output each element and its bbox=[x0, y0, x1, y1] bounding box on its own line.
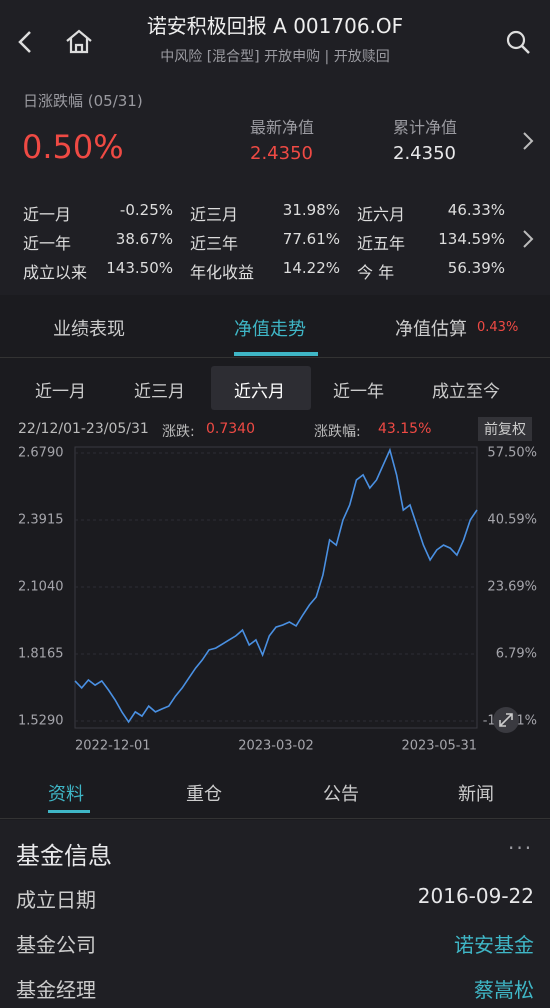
y-tick-label: 2.6790 bbox=[18, 446, 64, 461]
period: 22/12/01-23/05/31 bbox=[18, 421, 149, 437]
y2-tick-label: 23.69% bbox=[487, 580, 537, 595]
adjust-button[interactable]: 前复权 bbox=[478, 417, 532, 441]
title: 诺安积极回报 A 001706.OF bbox=[146, 14, 404, 38]
return-label: 近三月 bbox=[190, 205, 239, 224]
expand-button[interactable] bbox=[492, 706, 520, 734]
return-value: 31.98% bbox=[282, 201, 340, 219]
divider bbox=[0, 357, 550, 358]
chevron[interactable] bbox=[520, 228, 536, 250]
bottom-tab[interactable]: 公告 bbox=[323, 784, 359, 805]
y2-tick-label: 6.79% bbox=[496, 647, 537, 662]
info-label: 基金经理 bbox=[16, 978, 96, 1002]
home-button[interactable] bbox=[64, 28, 94, 56]
return-label: 今 年 bbox=[357, 263, 395, 282]
return-label: 近五年 bbox=[357, 234, 406, 253]
return-value: 143.50% bbox=[106, 259, 173, 277]
range-tab[interactable]: 成立至今 bbox=[432, 382, 500, 402]
cum-label: 累计净值 bbox=[393, 118, 458, 137]
nav-value: 2.4350 bbox=[250, 143, 313, 164]
info-value: 诺安基金 bbox=[454, 933, 534, 957]
info-label: 基金公司 bbox=[16, 933, 96, 957]
daily-change: 0.50% bbox=[22, 128, 124, 166]
return-value: 46.33% bbox=[447, 201, 505, 219]
return-label: 近一月 bbox=[23, 205, 72, 224]
tab-underline bbox=[48, 810, 90, 813]
return-label: 近一年 bbox=[23, 234, 72, 253]
section-title: 基金信息 bbox=[16, 842, 112, 870]
cum-value: 2.4350 bbox=[393, 143, 456, 164]
return-label: 近三年 bbox=[190, 234, 239, 253]
chevron[interactable] bbox=[520, 130, 536, 152]
info-label: 成立日期 bbox=[16, 888, 96, 912]
info-panel bbox=[0, 820, 550, 1008]
y-tick-label: 1.8165 bbox=[18, 647, 64, 662]
tab[interactable]: 净值走势 bbox=[234, 319, 306, 340]
tab[interactable]: 净值估算 bbox=[395, 319, 467, 340]
return-value: 56.39% bbox=[447, 259, 505, 277]
x-tick-label: 2023-03-02 bbox=[238, 739, 314, 754]
range-tab[interactable]: 近一月 bbox=[35, 382, 86, 402]
y-tick-label: 1.5290 bbox=[18, 714, 64, 729]
top-panel bbox=[0, 0, 550, 295]
return-label: 成立以来 bbox=[23, 263, 88, 282]
bottom-tab[interactable]: 资料 bbox=[48, 784, 84, 805]
info-value: 2016-09-22 bbox=[417, 884, 534, 908]
range-tab[interactable]: 近一年 bbox=[333, 382, 384, 402]
return-label: 近六月 bbox=[357, 205, 406, 224]
change-label: 涨跌: bbox=[162, 424, 195, 440]
estimate: 0.43% bbox=[477, 320, 519, 335]
return-value: 77.61% bbox=[282, 230, 340, 248]
range-tab[interactable]: 近三月 bbox=[134, 382, 185, 402]
nav-label: 最新净值 bbox=[250, 118, 315, 137]
tab[interactable]: 业绩表现 bbox=[53, 319, 125, 340]
return-value: 38.67% bbox=[115, 230, 173, 248]
x-tick-label: 2022-12-01 bbox=[75, 739, 151, 754]
y2-tick-label: 57.50% bbox=[487, 446, 537, 461]
return-value: 134.59% bbox=[438, 230, 505, 248]
search-button[interactable] bbox=[504, 28, 534, 56]
nav-chart: 2.6790 2.3915 2.1040 1.8165 1.5290 57.50% 40.5… bbox=[18, 446, 537, 754]
nav-line bbox=[74, 447, 478, 724]
change: 0.7340 bbox=[206, 421, 255, 437]
tab-underline bbox=[234, 352, 318, 356]
daily-label: 日涨跌幅 (05/31) bbox=[23, 92, 143, 110]
bottom-tab[interactable]: 重仓 bbox=[186, 784, 222, 805]
back-button[interactable] bbox=[14, 28, 38, 56]
range-tab[interactable]: 近六月 bbox=[234, 382, 285, 402]
range-active-bg bbox=[211, 366, 311, 410]
info-value: 蔡嵩松 bbox=[474, 978, 534, 1002]
y2-tick-label: 40.59% bbox=[487, 513, 537, 528]
return-value: -0.25% bbox=[119, 201, 173, 219]
x-tick-label: 2023-05-31 bbox=[401, 739, 477, 754]
return-label: 年化收益 bbox=[190, 263, 255, 282]
return-value: 14.22% bbox=[282, 259, 340, 277]
bottom-tab[interactable]: 新闻 bbox=[458, 784, 494, 805]
pct: 43.15% bbox=[378, 421, 432, 437]
subtitle: 中风险 [混合型] 开放申购 | 开放赎回 bbox=[160, 49, 390, 65]
y-tick-label: 2.1040 bbox=[18, 580, 64, 595]
more-button[interactable]: ··· bbox=[508, 836, 534, 860]
y-tick-label: 2.3915 bbox=[18, 513, 64, 528]
pct-label: 涨跌幅: bbox=[314, 424, 361, 440]
divider bbox=[0, 818, 550, 819]
